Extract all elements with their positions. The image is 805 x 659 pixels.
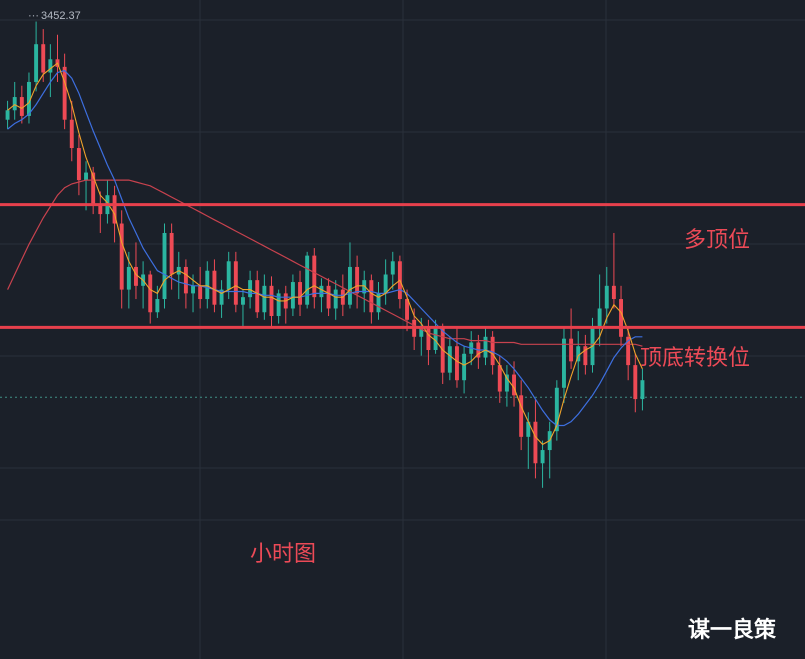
candle-body [583, 346, 588, 366]
candle-body [62, 66, 67, 120]
candle-body [333, 289, 338, 309]
candle-body [526, 421, 531, 437]
candle-body [262, 285, 267, 313]
candle-body [84, 172, 88, 181]
moving-averages [7, 62, 643, 446]
candle-body [554, 387, 559, 432]
candle-body [626, 336, 631, 366]
candle-body [119, 223, 124, 290]
candle-body [597, 308, 602, 328]
candle-body [619, 299, 623, 337]
candle-body [233, 261, 238, 305]
candle-body [255, 280, 260, 313]
candle-body [455, 346, 459, 381]
candle-body [148, 274, 153, 313]
candle-body [276, 293, 281, 317]
multi-top-level-label: 多顶位 [684, 228, 751, 253]
candle-body [69, 119, 74, 149]
ma-mid-line [7, 69, 643, 427]
candle-body [633, 365, 638, 400]
candle-body [504, 374, 509, 392]
candle-body [41, 44, 46, 73]
candle-body [390, 261, 395, 275]
candle-body [134, 266, 138, 286]
candle-body [369, 280, 374, 313]
candle-body [112, 195, 117, 224]
candle-body [562, 338, 566, 388]
candle-body [512, 374, 516, 396]
candle-body [19, 97, 24, 116]
candle-body [241, 297, 245, 305]
candle-body [640, 380, 645, 400]
candle-body [48, 59, 53, 73]
candle-body [198, 285, 203, 300]
ma-slow-line [7, 179, 643, 347]
candle-body [205, 270, 210, 300]
candle-body [490, 336, 495, 366]
candle-body [540, 450, 545, 464]
candle-body [162, 232, 167, 300]
candle-body [5, 110, 10, 120]
candle-body [462, 353, 467, 381]
candle-body [212, 270, 217, 305]
candle-body [362, 280, 367, 294]
candle-body [76, 148, 81, 181]
high-price-label: ⋯ 3452.37 [28, 10, 81, 22]
candle-body [383, 274, 388, 294]
top-bottom-flip-level-label: 顶底转换位 [640, 346, 751, 371]
horizontal-levels [0, 203, 805, 329]
candle-body [355, 266, 360, 294]
candle-body [447, 346, 452, 373]
candle-body [533, 421, 538, 464]
watermark: 谋一良策 [688, 618, 777, 643]
candle-body [348, 266, 352, 305]
candle-body [226, 261, 231, 290]
candle-body [497, 365, 502, 392]
candle-body [426, 327, 431, 351]
candle-body [248, 280, 253, 298]
candle-body [326, 285, 331, 309]
candle-body [34, 44, 39, 82]
candle-body [604, 285, 609, 309]
candle-body [419, 327, 424, 337]
candle-body [269, 285, 274, 317]
candle-body [298, 282, 302, 305]
candle-body [169, 232, 174, 275]
candle-body [12, 97, 17, 111]
candle-body [576, 346, 581, 362]
timeframe-label: 小时图 [250, 542, 317, 567]
candle-body [91, 172, 96, 205]
candle-body [155, 299, 160, 313]
candle-body [305, 255, 310, 305]
candle-body [483, 336, 488, 358]
candle-body [219, 289, 224, 305]
candle-body [126, 266, 131, 290]
candle-body [183, 266, 188, 294]
candle-body [98, 204, 103, 215]
candle-body [290, 282, 295, 309]
candle-body [569, 338, 574, 362]
candle-body [519, 395, 524, 437]
candle-body [319, 285, 324, 298]
candle-body [405, 299, 409, 320]
ma-fast-line [7, 62, 643, 446]
candle-body [27, 81, 31, 116]
candle-body [312, 255, 317, 298]
candle-body [191, 285, 195, 294]
candle-body [376, 293, 381, 313]
candle-body [611, 285, 616, 300]
candle-body [433, 327, 438, 351]
